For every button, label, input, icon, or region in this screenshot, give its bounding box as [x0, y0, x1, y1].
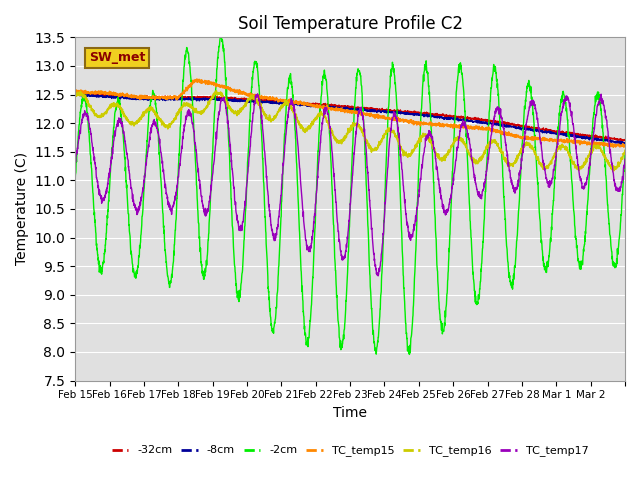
- TC_temp17: [374, 273, 382, 279]
- -32cm: [620, 138, 627, 144]
- -8cm: [547, 129, 555, 134]
- TC_temp16: [516, 150, 524, 156]
- -8cm: [127, 96, 134, 102]
- -32cm: [245, 97, 253, 103]
- TC_temp17: [516, 168, 524, 174]
- TC_temp17: [621, 156, 629, 162]
- Line: TC_temp15: TC_temp15: [75, 79, 625, 147]
- Text: SW_met: SW_met: [89, 51, 145, 64]
- -32cm: [547, 127, 555, 132]
- TC_temp16: [609, 168, 617, 174]
- -2cm: [406, 351, 413, 357]
- TC_temp16: [383, 127, 391, 133]
- -2cm: [516, 184, 524, 190]
- -8cm: [621, 141, 629, 147]
- TC_temp16: [71, 93, 79, 98]
- TC_temp16: [621, 147, 629, 153]
- -2cm: [126, 233, 134, 239]
- TC_temp16: [614, 162, 621, 168]
- -2cm: [547, 235, 555, 240]
- -32cm: [383, 107, 391, 113]
- TC_temp16: [126, 121, 134, 127]
- -32cm: [127, 95, 134, 100]
- Title: Soil Temperature Profile C2: Soil Temperature Profile C2: [237, 15, 463, 33]
- Legend: -32cm, -8cm, -2cm, TC_temp15, TC_temp16, TC_temp17: -32cm, -8cm, -2cm, TC_temp15, TC_temp16,…: [107, 441, 593, 461]
- Line: TC_temp16: TC_temp16: [75, 91, 625, 171]
- TC_temp16: [245, 97, 253, 103]
- -2cm: [614, 250, 621, 256]
- Line: -2cm: -2cm: [75, 35, 625, 354]
- TC_temp15: [614, 142, 621, 148]
- -2cm: [217, 32, 225, 37]
- TC_temp15: [126, 94, 134, 100]
- TC_temp15: [547, 136, 555, 142]
- -32cm: [621, 137, 629, 143]
- TC_temp17: [614, 188, 621, 193]
- TC_temp16: [547, 158, 555, 164]
- -8cm: [620, 141, 627, 147]
- -32cm: [614, 136, 621, 142]
- TC_temp17: [126, 177, 134, 182]
- TC_temp15: [193, 76, 200, 82]
- -8cm: [383, 109, 391, 115]
- TC_temp17: [253, 91, 261, 96]
- -8cm: [245, 99, 253, 105]
- TC_temp15: [383, 115, 391, 121]
- TC_temp17: [71, 161, 79, 167]
- -32cm: [71, 89, 79, 95]
- TC_temp16: [212, 88, 220, 94]
- X-axis label: Time: Time: [333, 406, 367, 420]
- Line: TC_temp17: TC_temp17: [75, 94, 625, 276]
- Y-axis label: Temperature (C): Temperature (C): [15, 152, 29, 265]
- -8cm: [516, 126, 524, 132]
- Line: -32cm: -32cm: [75, 92, 625, 141]
- TC_temp17: [547, 181, 555, 187]
- TC_temp17: [245, 160, 253, 166]
- -2cm: [245, 135, 253, 141]
- TC_temp15: [71, 87, 79, 93]
- -2cm: [71, 180, 79, 186]
- -8cm: [614, 139, 621, 145]
- TC_temp17: [383, 168, 391, 173]
- TC_temp15: [621, 143, 629, 149]
- -2cm: [383, 134, 391, 140]
- -8cm: [71, 92, 79, 97]
- TC_temp15: [516, 134, 524, 140]
- TC_temp15: [609, 144, 617, 150]
- TC_temp15: [245, 91, 253, 97]
- Line: -8cm: -8cm: [75, 94, 625, 144]
- -2cm: [621, 151, 629, 156]
- -32cm: [516, 122, 524, 128]
- -32cm: [72, 89, 80, 95]
- -8cm: [74, 91, 81, 97]
